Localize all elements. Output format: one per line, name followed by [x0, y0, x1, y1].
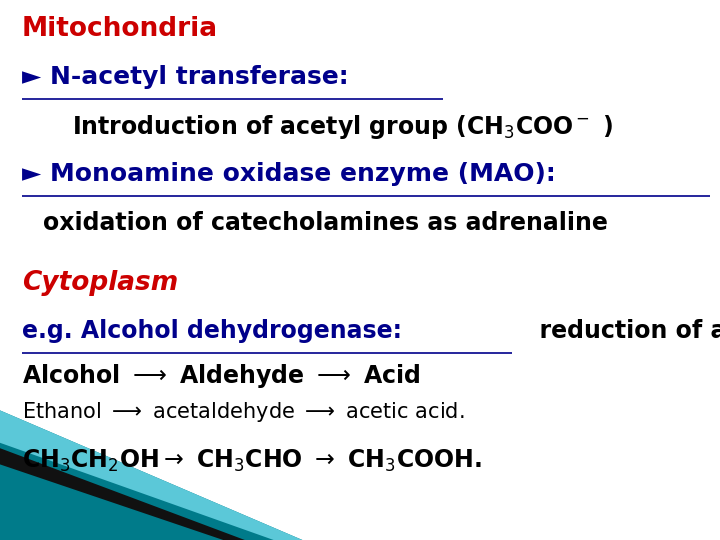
- Text: ► Monoamine oxidase enzyme (MAO):: ► Monoamine oxidase enzyme (MAO):: [22, 162, 555, 186]
- Text: Cytoplasm: Cytoplasm: [22, 270, 178, 296]
- Text: e.g. Alcohol dehydrogenase:: e.g. Alcohol dehydrogenase:: [22, 319, 402, 342]
- Text: Introduction of acetyl group (CH$_3$COO$^-$ ): Introduction of acetyl group (CH$_3$COO$…: [72, 113, 613, 141]
- Text: Alcohol $\longrightarrow$ Aldehyde $\longrightarrow$ Acid: Alcohol $\longrightarrow$ Aldehyde $\lon…: [22, 362, 420, 390]
- Polygon shape: [0, 448, 245, 540]
- Text: CH$_3$CH$_2$OH$\rightarrow$ CH$_3$CHO $\rightarrow$ CH$_3$COOH.: CH$_3$CH$_2$OH$\rightarrow$ CH$_3$CHO $\…: [22, 448, 482, 475]
- Text: Mitochondria: Mitochondria: [22, 16, 217, 42]
- Polygon shape: [0, 410, 302, 540]
- Text: ► N-acetyl transferase:: ► N-acetyl transferase:: [22, 65, 348, 89]
- Text: Ethanol $\longrightarrow$ acetaldehyde $\longrightarrow$ acetic acid.: Ethanol $\longrightarrow$ acetaldehyde $…: [22, 400, 464, 423]
- Polygon shape: [0, 410, 302, 540]
- Text: oxidation of catecholamines as adrenaline: oxidation of catecholamines as adrenalin…: [43, 211, 608, 234]
- Text: reduction of alcohol: reduction of alcohol: [523, 319, 720, 342]
